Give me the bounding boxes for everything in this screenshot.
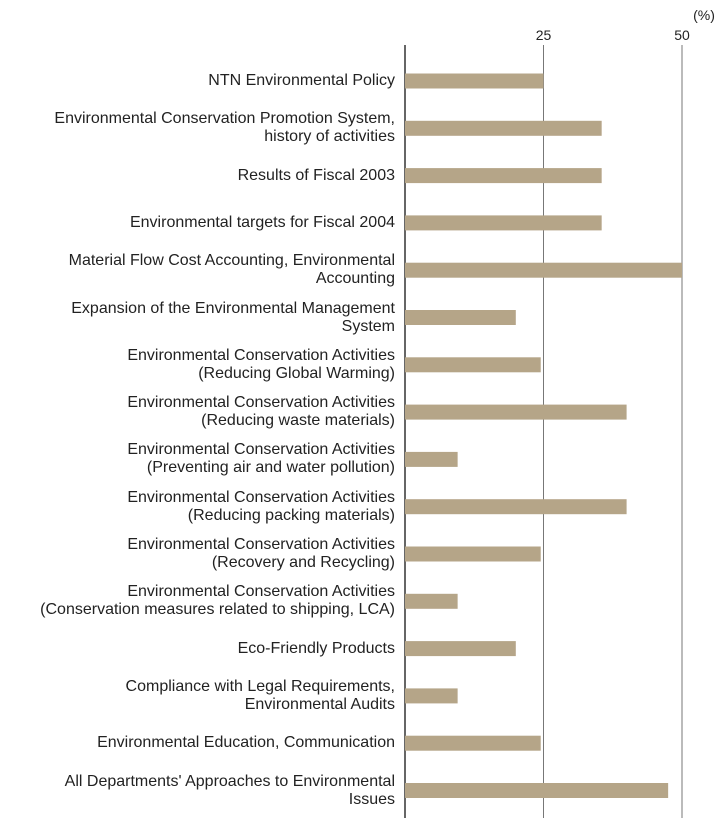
y-tick-label: Eco-Friendly Products <box>237 639 395 657</box>
bar <box>405 593 458 609</box>
y-tick-label: Environmental Conservation Activities (R… <box>127 346 395 382</box>
bar <box>405 546 541 562</box>
y-tick-label: Environmental Conservation Activities (R… <box>127 536 395 571</box>
y-tick-label: Compliance with Legal Requirements, Envi… <box>125 677 395 713</box>
bar <box>405 735 541 751</box>
y-tick-label: Environmental targets for Fiscal 2004 <box>129 213 395 231</box>
x-tick-label: 50 <box>674 27 690 43</box>
bar <box>405 451 458 467</box>
bar <box>405 215 602 231</box>
bar <box>405 688 458 704</box>
y-tick-label: Results of Fiscal 2003 <box>237 166 395 184</box>
y-tick-label: Environmental Conservation Activities (R… <box>127 394 395 430</box>
bar <box>405 120 602 136</box>
bar <box>405 404 627 420</box>
x-axis-label: (%) <box>693 7 715 23</box>
bar <box>405 168 602 184</box>
bar <box>405 357 541 373</box>
y-tick-label: All Departments' Approaches to Environme… <box>64 772 395 808</box>
y-tick-label: Material Flow Cost Accounting, Environme… <box>68 252 395 288</box>
bar <box>405 499 627 515</box>
bar <box>405 783 669 798</box>
bar <box>405 310 516 325</box>
y-tick-label: Environmental Conservation Activities (R… <box>127 488 395 524</box>
y-tick-label: NTN Environmental Policy <box>208 72 395 89</box>
x-tick-label: 25 <box>536 27 552 43</box>
bar <box>405 73 544 89</box>
y-tick-label: Environmental Conservation Activities (P… <box>127 441 395 477</box>
bar <box>405 262 682 278</box>
y-tick-label: Expansion of the Environmental Managemen… <box>71 299 395 335</box>
y-tick-label: Environmental Education, Communication <box>97 734 395 752</box>
y-tick-label: Environmental Conservation Activities (C… <box>40 583 395 619</box>
bar <box>405 641 516 657</box>
y-tick-label: Environmental Conservation Promotion Sys… <box>54 110 395 146</box>
